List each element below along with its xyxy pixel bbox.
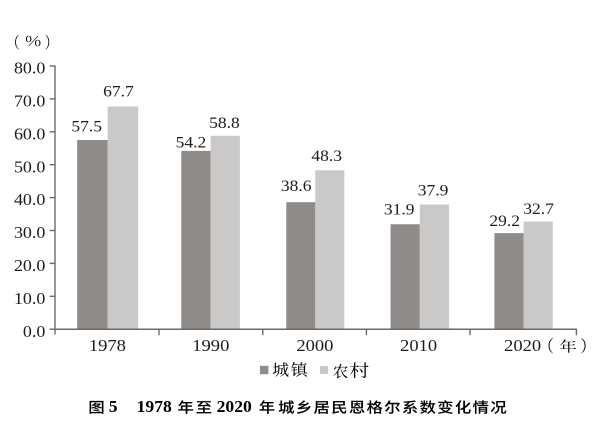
svg-text:2020: 2020 <box>217 397 252 415</box>
svg-text:67.7: 67.7 <box>103 82 134 100</box>
svg-text:80.0: 80.0 <box>14 59 45 77</box>
svg-text:57.5: 57.5 <box>71 117 102 135</box>
svg-text:10.0: 10.0 <box>14 290 45 308</box>
svg-text:2000: 2000 <box>296 336 333 355</box>
svg-text:0.0: 0.0 <box>23 322 45 340</box>
svg-text:38.6: 38.6 <box>281 176 312 194</box>
svg-text:5: 5 <box>109 397 118 415</box>
svg-text:20.0: 20.0 <box>14 257 45 275</box>
svg-text:70.0: 70.0 <box>14 92 45 110</box>
svg-text:30.0: 30.0 <box>14 224 45 242</box>
svg-text:2010: 2010 <box>400 336 437 355</box>
svg-text:37.9: 37.9 <box>418 181 449 199</box>
svg-text:29.2: 29.2 <box>489 212 520 230</box>
svg-text:1978: 1978 <box>137 397 172 415</box>
svg-text:32.7: 32.7 <box>523 200 554 218</box>
svg-text:60.0: 60.0 <box>14 125 45 143</box>
svg-text:48.3: 48.3 <box>311 146 342 164</box>
svg-text:40.0: 40.0 <box>14 191 45 209</box>
svg-text:1990: 1990 <box>192 336 229 355</box>
svg-text:50.0: 50.0 <box>14 158 45 176</box>
svg-text:54.2: 54.2 <box>176 133 207 151</box>
svg-text:58.8: 58.8 <box>209 113 240 131</box>
svg-text:2020: 2020 <box>504 336 541 355</box>
svg-text:31.9: 31.9 <box>384 200 415 218</box>
svg-text:1978: 1978 <box>89 336 126 355</box>
